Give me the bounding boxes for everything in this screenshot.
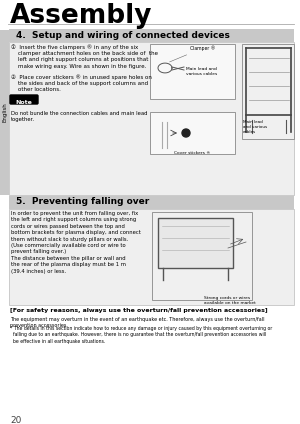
Bar — [150, 112, 235, 154]
Bar — [242, 44, 294, 139]
Text: Clamper ®: Clamper ® — [169, 45, 215, 62]
FancyBboxPatch shape — [10, 95, 38, 104]
Text: Do not bundle the connection cables and main lead
together.: Do not bundle the connection cables and … — [11, 111, 148, 123]
Bar — [0, 30, 9, 195]
Bar — [150, 44, 235, 99]
Text: 4.  Setup and wiring of connected devices: 4. Setup and wiring of connected devices — [16, 31, 230, 39]
Text: 5.  Preventing falling over: 5. Preventing falling over — [16, 198, 149, 206]
Bar — [152, 212, 252, 300]
Text: [For safety reasons, always use the overturn/fall prevention accessories]: [For safety reasons, always use the over… — [10, 308, 268, 313]
Text: Cover stickers ®: Cover stickers ® — [174, 151, 210, 155]
Text: ①  Insert the five clampers ® in any of the six
    clamper attachment holes on : ① Insert the five clampers ® in any of t… — [11, 44, 158, 69]
Text: * The details in this section indicate how to reduce any damage or injury caused: * The details in this section indicate h… — [10, 326, 272, 344]
Text: Main lead
and various
cables: Main lead and various cables — [243, 120, 267, 134]
Text: English: English — [2, 102, 7, 122]
Text: In order to prevent the unit from falling over, fix
the left and right support c: In order to prevent the unit from fallin… — [11, 211, 141, 273]
Bar — [9, 29, 294, 42]
Bar — [158, 218, 233, 268]
Text: Note: Note — [16, 100, 32, 105]
Text: Assembly: Assembly — [10, 3, 152, 29]
Bar — [9, 196, 294, 209]
Text: Main lead and
various cables: Main lead and various cables — [186, 67, 217, 76]
Circle shape — [182, 129, 190, 137]
Text: 20: 20 — [10, 416, 21, 424]
Text: The equipment may overturn in the event of an earthquake etc. Therefore, always : The equipment may overturn in the event … — [10, 317, 265, 329]
Text: Strong cords or wires
available on the market: Strong cords or wires available on the m… — [204, 296, 256, 305]
Text: ②  Place cover stickers ® in unused spare holes on
    the sides and back of the: ② Place cover stickers ® in unused spare… — [11, 74, 152, 92]
Bar — [9, 209, 294, 305]
Bar — [9, 42, 294, 195]
